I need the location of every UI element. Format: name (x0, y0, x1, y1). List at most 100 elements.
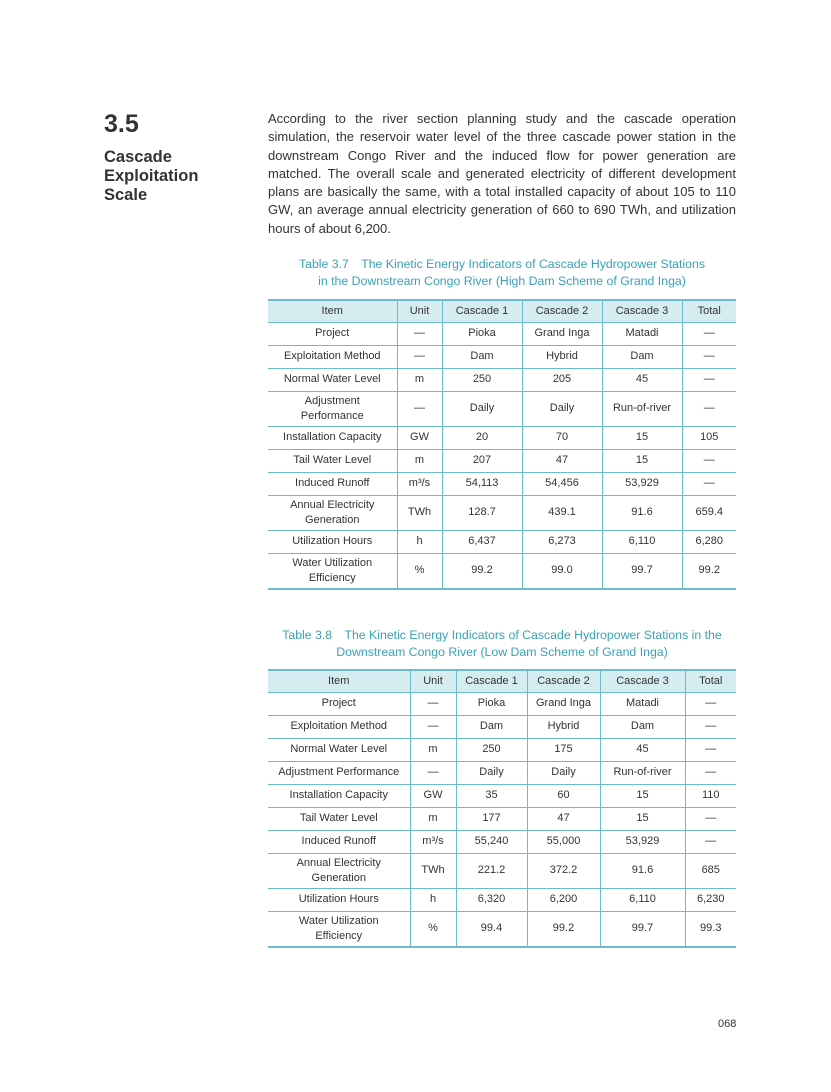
table-cell: 6,273 (521, 530, 603, 554)
table-row: Normal Water Level m 250 175 45— (268, 738, 736, 762)
table-row: Adjustment Performance — Daily Daily Run-of-… (268, 761, 736, 785)
table-cell: 35 (455, 784, 528, 808)
table-cell: m³/s (409, 830, 457, 854)
table-cell: Run-of-river (599, 761, 686, 785)
table-cell: 53,929 (599, 830, 686, 854)
caption-line: in the Downstream Congo River (High Dam … (318, 273, 686, 288)
column-header: Cascade 1 (441, 299, 523, 323)
table-cell: 15 (601, 449, 683, 473)
table-row: Annual Electricity Generation TWh 221.2 372… (268, 853, 736, 889)
table-cell: TWh (396, 495, 443, 531)
column-header: Cascade 2 (526, 669, 601, 693)
table-cell: 6,230 (684, 888, 736, 912)
table-cell: Daily (526, 761, 601, 785)
header-row: Item Unit Cascade 1 Cascade 2 Cascade 3 Total (268, 669, 736, 693)
table-cell: 439.1 (521, 495, 603, 531)
column-header: Item (268, 669, 411, 693)
table-cell: Matadi (599, 692, 686, 716)
table-cell: 110 (684, 784, 736, 808)
section-number: 3.5 (104, 110, 139, 138)
table-cell: % (396, 553, 443, 590)
table-cell: Grand Inga (526, 692, 601, 716)
table-cell: 99.7 (599, 911, 686, 948)
table-cell: 99.2 (526, 911, 601, 948)
table-cell: Installation Capacity (268, 426, 398, 450)
table-cell: 55,000 (526, 830, 601, 854)
table-cell: Daily (521, 391, 603, 427)
table-cell: Tail Water Level (268, 449, 398, 473)
table-cell: 99.7 (601, 553, 683, 590)
table-cell: 250 (455, 738, 528, 762)
table-cell: 91.6 (601, 495, 683, 531)
table-cell: 20 (441, 426, 523, 450)
table-cell: — (684, 761, 736, 785)
table-cell: Dam (441, 345, 523, 369)
table-row: Utilization Hours h 6,437 6,273 6,110 6,280 (268, 530, 736, 554)
table-cell: — (681, 345, 736, 369)
table-cell: m (409, 807, 457, 831)
table-cell: m (396, 368, 443, 392)
table-row: Induced Runoff m³/s 55,240 55,000 53,929— (268, 830, 736, 854)
table-cell: Exploitation Method (268, 345, 398, 369)
table-cell: Normal Water Level (268, 368, 398, 392)
table-cell: 55,240 (455, 830, 528, 854)
table-cell: 659.4 (681, 495, 736, 531)
table-row: Project — Pioka Grand Inga Matadi — (268, 692, 736, 716)
table-cell: 53,929 (601, 472, 683, 496)
table-cell: — (684, 715, 736, 739)
column-header: Total (684, 669, 736, 693)
table-cell: Hybrid (526, 715, 601, 739)
table-cell: — (684, 692, 736, 716)
table-cell: 177 (455, 807, 528, 831)
table-cell: 60 (526, 784, 601, 808)
table-row: Water Utilization Efficiency% 99.2 99.0 99.… (268, 553, 736, 590)
table-cell: 6,110 (601, 530, 683, 554)
table-cell: Project (268, 322, 398, 346)
body-paragraph: According to the river section planning … (268, 111, 736, 236)
table-cell: 6,110 (599, 888, 686, 912)
table-cell: — (396, 322, 443, 346)
table-cell: 70 (521, 426, 603, 450)
table-cell: Run-of-river (601, 391, 683, 427)
table-cell: — (409, 715, 457, 739)
table-cell: 47 (521, 449, 603, 473)
column-header: Item (268, 299, 398, 323)
table-cell: m³/s (396, 472, 443, 496)
table-row: Project — Pioka Grand Inga Matadi — (268, 322, 736, 346)
table-cell: 99.4 (455, 911, 528, 948)
table-cell: Grand Inga (521, 322, 603, 346)
table-cell: Tail Water Level (268, 807, 411, 831)
column-header: Unit (409, 669, 457, 693)
table-cell: — (396, 391, 443, 427)
table-cell: 54,456 (521, 472, 603, 496)
column-header: Cascade 1 (455, 669, 528, 693)
table-cell: — (684, 807, 736, 831)
page-number: 068 (718, 1018, 737, 1030)
table-cell: 91.6 (599, 853, 686, 889)
table-cell: GW (409, 784, 457, 808)
table-cell: 250 (441, 368, 523, 392)
table-cell: — (681, 322, 736, 346)
table-row: Installation Capacity GW 20 70 15 105 (268, 426, 736, 450)
table-row: Water Utilization Efficiency% 99.4 99.2 99.… (268, 911, 736, 948)
table-cell: Utilization Hours (268, 530, 398, 554)
table-row: Induced Runoff m³/s 54,113 54,456 53,929— (268, 472, 736, 496)
table-cell: Dam (601, 345, 683, 369)
table-cell: 54,113 (441, 472, 523, 496)
table-cell: Exploitation Method (268, 715, 411, 739)
table-cell: Induced Runoff (268, 472, 398, 496)
table-cell: 99.2 (441, 553, 523, 590)
table-cell: Adjustment Performance (268, 391, 398, 427)
table-3-8-caption: Table 3.8 The Kinetic Energy Indicators … (268, 627, 736, 660)
caption-line: Table 3.8 The Kinetic Energy Indicators … (282, 628, 722, 642)
table-cell: 99.0 (521, 553, 603, 590)
table-cell: Project (268, 692, 411, 716)
table-cell: Hybrid (521, 345, 603, 369)
table-cell: — (409, 692, 457, 716)
caption-line: Table 3.7 The Kinetic Energy Indicators … (298, 257, 705, 271)
table-cell: Induced Runoff (268, 830, 411, 854)
table-3-7: Item Unit Cascade 1 Cascade 2 Cascade 3 Total… (268, 299, 736, 590)
table-3-8: Item Unit Cascade 1 Cascade 2 Cascade 3 Total… (268, 669, 736, 948)
table-cell: — (684, 830, 736, 854)
table-cell: Installation Capacity (268, 784, 411, 808)
